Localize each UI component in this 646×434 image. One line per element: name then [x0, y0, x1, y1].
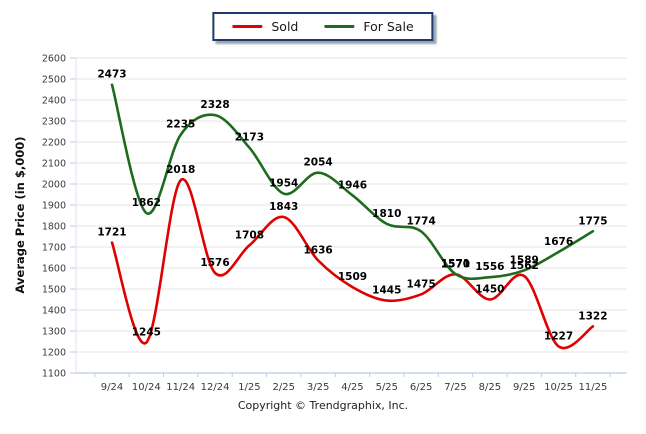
data-label-sold: 1721: [97, 227, 126, 239]
data-label-for-sale: 2173: [235, 132, 264, 144]
x-tick-label: 12/24: [201, 382, 230, 393]
copyright-text: Copyright © Trendgraphix, Inc.: [237, 399, 409, 412]
y-tick-label: 2400: [42, 96, 66, 107]
data-label-sold: 1636: [303, 244, 332, 256]
y-tick-label: 1100: [42, 369, 66, 380]
data-label-for-sale: 1775: [578, 215, 607, 227]
x-tick-label: 1/25: [238, 382, 260, 393]
x-tick-label: 2/25: [273, 382, 295, 393]
y-tick-label: 1900: [42, 201, 66, 212]
data-label-for-sale: 2054: [303, 157, 332, 169]
y-tick-label: 1600: [42, 264, 66, 275]
sold-line: [110, 178, 595, 350]
data-label-for-sale: 1774: [407, 215, 436, 227]
data-label-sold: 2018: [166, 164, 195, 176]
legend-item-for-sale: For Sale: [324, 19, 414, 34]
y-tick-label: 2200: [42, 138, 66, 149]
x-tick-label: 7/25: [444, 382, 466, 393]
y-tick-label: 2100: [42, 159, 66, 170]
y-tick-label: 2300: [42, 117, 66, 128]
data-label-sold: 1708: [235, 229, 264, 241]
legend-label-sold: Sold: [271, 19, 299, 34]
x-tick-label: 6/25: [410, 382, 432, 393]
y-tick-label: 1800: [42, 222, 66, 233]
for-sale-line: [110, 83, 595, 281]
data-label-for-sale: 1954: [269, 178, 298, 190]
y-axis-title: Average Price (in $,000): [13, 136, 27, 294]
y-tick-label: 1400: [42, 306, 66, 317]
data-label-for-sale: 2328: [200, 99, 229, 111]
data-label-for-sale: 2473: [97, 69, 126, 81]
x-tick-label: 5/25: [376, 382, 398, 393]
legend-label-for-sale: For Sale: [363, 19, 414, 34]
data-label-sold: 1576: [200, 257, 229, 269]
data-label-sold: 1245: [132, 327, 161, 339]
x-tick-label: 9/24: [101, 382, 123, 393]
chart-legend: Sold For Sale: [212, 12, 434, 41]
data-label-for-sale: 1676: [544, 236, 573, 248]
y-tick-label: 2600: [42, 54, 66, 65]
y-tick-label: 1500: [42, 285, 66, 296]
data-label-sold: 1570: [441, 258, 470, 270]
data-label-for-sale: 1946: [338, 179, 367, 191]
x-tick-label: 11/25: [578, 382, 607, 393]
sold-line-swatch: [232, 25, 263, 28]
data-label-sold: 1445: [372, 285, 401, 297]
x-tick-label: 10/24: [132, 382, 161, 393]
data-label-for-sale: 1589: [510, 254, 539, 266]
y-tick-label: 1200: [42, 348, 66, 359]
data-label-sold: 1475: [407, 278, 436, 290]
y-tick-label: 1700: [42, 243, 66, 254]
x-tick-label: 11/24: [166, 382, 195, 393]
data-label-sold: 1227: [544, 330, 573, 342]
x-tick-label: 4/25: [341, 382, 363, 393]
x-tick-label: 9/25: [513, 382, 535, 393]
data-label-sold: 1843: [269, 201, 298, 213]
x-tick-label: 8/25: [479, 382, 501, 393]
data-label-for-sale: 2235: [166, 119, 195, 131]
y-tick-label: 2000: [42, 180, 66, 191]
x-tick-label: 3/25: [307, 382, 329, 393]
legend-item-sold: Sold: [232, 19, 298, 34]
data-label-sold: 1562: [510, 260, 539, 272]
data-label-sold: 1322: [578, 310, 607, 322]
y-tick-label: 1300: [42, 327, 66, 338]
data-label-sold: 1450: [475, 284, 504, 296]
data-label-for-sale: 1862: [132, 197, 161, 209]
data-label-for-sale: 1556: [475, 261, 504, 273]
y-tick-label: 2500: [42, 75, 66, 86]
data-label-for-sale: 1571: [441, 258, 470, 270]
for-sale-line-swatch: [324, 25, 355, 28]
data-label-sold: 1509: [338, 271, 367, 283]
data-label-for-sale: 1810: [372, 208, 401, 220]
x-tick-label: 10/25: [544, 382, 573, 393]
